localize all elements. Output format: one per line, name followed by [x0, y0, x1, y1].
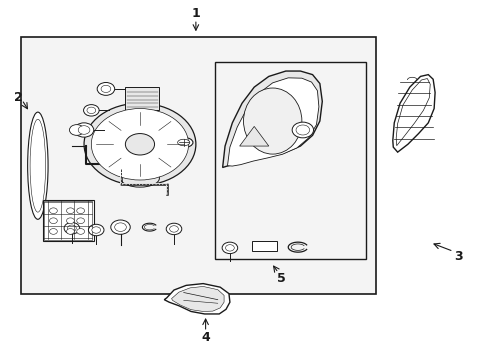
Circle shape [66, 218, 74, 224]
Circle shape [49, 229, 57, 234]
Circle shape [67, 225, 76, 231]
Ellipse shape [243, 88, 301, 154]
Circle shape [111, 220, 130, 234]
Circle shape [125, 134, 154, 155]
Circle shape [222, 242, 237, 253]
Circle shape [74, 123, 94, 137]
Circle shape [49, 208, 57, 213]
Bar [42, 200, 94, 241]
Circle shape [64, 222, 80, 234]
Circle shape [87, 107, 96, 113]
Circle shape [225, 245, 234, 251]
Circle shape [295, 125, 309, 135]
Polygon shape [164, 284, 229, 314]
Circle shape [66, 208, 74, 213]
Polygon shape [392, 75, 434, 152]
Text: 4: 4 [201, 331, 209, 344]
Bar [251, 241, 277, 251]
Circle shape [77, 218, 84, 224]
Ellipse shape [30, 119, 45, 212]
Bar [44, 201, 92, 240]
Circle shape [83, 105, 99, 116]
Circle shape [88, 224, 104, 236]
Polygon shape [239, 126, 268, 146]
Bar [125, 87, 159, 111]
Text: 5: 5 [276, 272, 285, 285]
Text: 1: 1 [191, 8, 200, 21]
Ellipse shape [174, 138, 193, 148]
Circle shape [78, 126, 90, 134]
Bar [21, 37, 375, 294]
Circle shape [49, 218, 57, 224]
Circle shape [91, 109, 188, 180]
Ellipse shape [28, 112, 48, 219]
Polygon shape [227, 78, 318, 166]
Bar [215, 62, 366, 258]
Text: 3: 3 [453, 250, 462, 263]
Circle shape [115, 223, 126, 231]
Ellipse shape [120, 169, 159, 187]
Circle shape [97, 82, 115, 95]
Polygon shape [222, 71, 322, 167]
Circle shape [77, 208, 84, 213]
Circle shape [101, 85, 111, 93]
Circle shape [84, 103, 196, 185]
Circle shape [77, 229, 84, 234]
Text: 2: 2 [14, 91, 23, 104]
Circle shape [169, 226, 178, 232]
Ellipse shape [177, 139, 189, 146]
Polygon shape [171, 287, 224, 311]
Circle shape [166, 223, 182, 235]
Circle shape [92, 227, 101, 233]
Circle shape [69, 125, 84, 135]
Circle shape [66, 229, 74, 234]
Circle shape [291, 122, 313, 138]
